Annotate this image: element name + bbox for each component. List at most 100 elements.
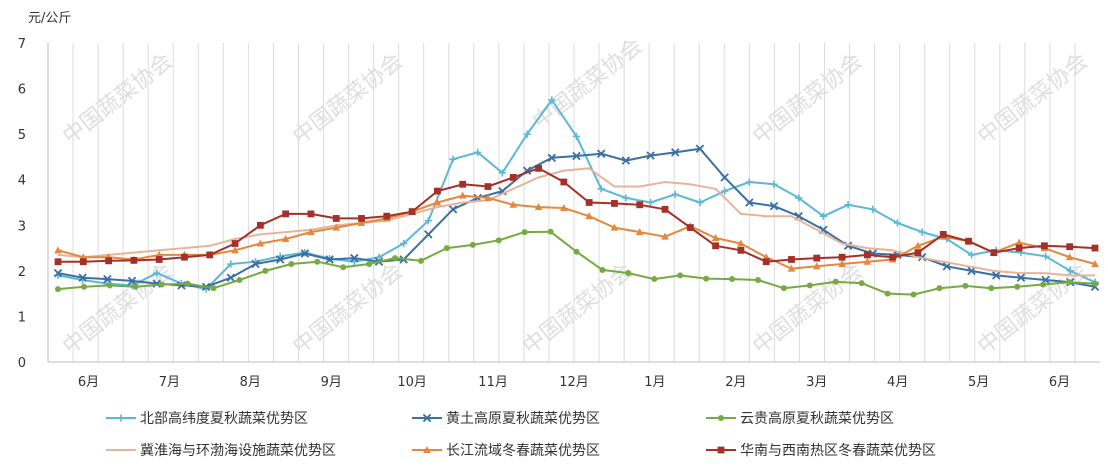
data-point-marker (275, 255, 285, 264)
data-point-marker (1066, 243, 1074, 251)
data-point-marker (671, 148, 680, 157)
y-tick-label: 2 (18, 265, 26, 280)
data-point-marker (1041, 242, 1048, 250)
data-point-marker (181, 253, 188, 261)
data-point-marker (1015, 244, 1023, 252)
data-point-marker (459, 180, 467, 188)
y-tick-label: 0 (18, 356, 26, 371)
data-point-marker (307, 210, 315, 218)
data-point-marker (226, 273, 236, 282)
data-point-marker (721, 187, 729, 195)
watermark-text: 中国蔬菜协会 (58, 49, 177, 150)
data-point-marker (711, 234, 720, 242)
data-point-marker (547, 228, 554, 235)
data-point-marker (625, 270, 632, 277)
data-point-marker (795, 194, 803, 202)
data-point-marker (534, 203, 543, 211)
data-point-marker (132, 283, 139, 290)
data-point-marker (103, 274, 112, 284)
data-point-marker (375, 253, 383, 261)
data-point-marker (572, 132, 581, 141)
data-point-marker (686, 224, 694, 231)
data-point-marker (433, 187, 441, 195)
legend-label: 华南与西南热区冬春蔬菜优势区 (740, 443, 936, 459)
data-point-marker (646, 198, 655, 207)
data-point-marker (469, 241, 476, 248)
data-point-marker (458, 191, 467, 199)
data-point-marker (484, 183, 492, 190)
x-tick-label: 9月 (321, 375, 342, 390)
x-tick-label: 6月 (1049, 375, 1070, 390)
data-point-marker (548, 96, 556, 104)
data-point-marker (838, 253, 846, 261)
data-point-marker (787, 264, 796, 272)
data-point-marker (560, 178, 568, 186)
data-point-marker (703, 275, 710, 282)
data-point-marker (392, 255, 399, 262)
data-point-marker (80, 283, 87, 290)
data-point-marker (1016, 273, 1026, 282)
data-point-marker (832, 278, 839, 285)
data-point-marker (210, 285, 217, 292)
x-tick-label: 4月 (887, 375, 908, 390)
legend-item: 冀淮海与环渤海设施蔬菜优势区 (106, 443, 336, 459)
data-point-marker (597, 185, 605, 193)
data-point-marker (863, 257, 872, 265)
data-point-marker (424, 230, 433, 239)
data-point-marker (54, 258, 62, 266)
y-tick-label: 7 (18, 37, 26, 52)
data-point-marker (383, 212, 391, 220)
data-point-marker (806, 282, 813, 289)
data-point-marker (914, 249, 922, 257)
data-point-marker (838, 260, 846, 268)
data-point-marker (314, 258, 321, 265)
y-tick-label: 1 (18, 310, 26, 325)
data-point-marker (651, 276, 658, 283)
x-tick-label: 3月 (806, 375, 827, 390)
data-point-marker (448, 205, 458, 214)
x-tick-label: 1月 (644, 375, 665, 390)
data-point-marker (184, 280, 191, 287)
data-point-marker (282, 210, 290, 218)
legend-item: 北部高纬度夏秋蔬菜优势区 (106, 410, 308, 427)
data-point-marker (965, 237, 972, 245)
data-point-marker (53, 268, 63, 278)
legend-item: 黄土高原夏秋蔬菜优势区 (412, 410, 600, 427)
data-point-marker (720, 173, 729, 182)
data-point-marker (661, 205, 669, 213)
x-tick-label: 10月 (397, 375, 427, 390)
data-point-marker (332, 215, 340, 222)
data-point-marker (780, 285, 787, 292)
data-point-marker (424, 217, 432, 225)
data-point-marker (153, 269, 161, 277)
data-point-marker (893, 219, 902, 227)
series-line (57, 167, 1095, 277)
data-point-marker (484, 193, 492, 201)
data-point-marker (366, 261, 373, 268)
data-point-marker (599, 266, 606, 273)
data-point-marker (1015, 238, 1023, 246)
data-point-marker (1065, 253, 1074, 261)
data-point-marker (79, 258, 87, 266)
data-point-marker (433, 198, 442, 206)
x-tick-label: 5月 (968, 375, 989, 390)
x-tick-label: 12月 (559, 375, 589, 390)
data-point-marker (495, 237, 502, 244)
data-point-marker (788, 256, 795, 263)
data-point-marker (358, 215, 365, 222)
data-point-marker (718, 415, 724, 421)
data-point-marker (105, 257, 112, 265)
y-tick-label: 5 (18, 128, 26, 143)
data-point-marker (754, 276, 761, 283)
data-point-marker (417, 257, 424, 264)
data-point-marker (988, 285, 995, 292)
data-point-marker (671, 190, 679, 198)
data-point-marker (340, 264, 347, 271)
data-point-marker (423, 446, 431, 453)
data-point-marker (498, 169, 507, 177)
data-point-marker (812, 262, 821, 270)
data-point-marker (55, 286, 61, 293)
